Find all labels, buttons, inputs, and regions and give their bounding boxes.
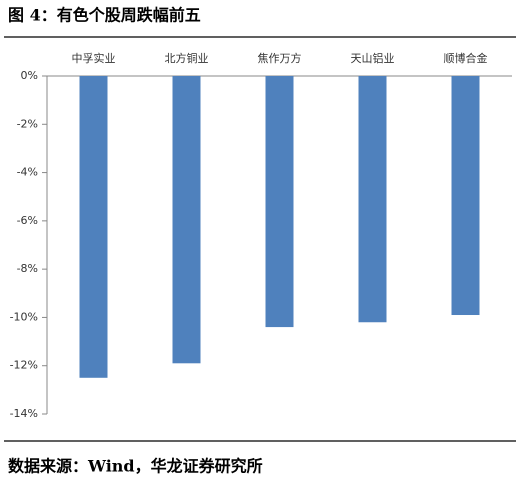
y-tick-label: -10% bbox=[10, 310, 38, 323]
y-tick-label: 0% bbox=[21, 69, 38, 82]
chart-title: 图 4：有色个股周跌幅前五 bbox=[8, 6, 201, 25]
x-tick-label: 顺博合金 bbox=[444, 51, 488, 65]
y-tick-label: -2% bbox=[17, 117, 38, 130]
y-tick-label: -4% bbox=[17, 166, 38, 179]
bar bbox=[358, 76, 387, 323]
x-tick-label: 北方铜业 bbox=[165, 51, 209, 65]
y-tick-label: -8% bbox=[17, 262, 38, 275]
x-tick-label: 焦作万方 bbox=[258, 51, 302, 65]
bar bbox=[79, 76, 108, 378]
y-tick-label: -14% bbox=[10, 407, 38, 420]
y-tick-label: -12% bbox=[10, 359, 38, 372]
x-tick-label: 中孚实业 bbox=[72, 51, 116, 65]
y-tick-label: -6% bbox=[17, 214, 38, 227]
x-tick-label: 天山铝业 bbox=[351, 51, 395, 65]
bar bbox=[451, 76, 480, 316]
source: 数据来源：Wind，华龙证券研究所 bbox=[8, 457, 263, 476]
bar bbox=[172, 76, 201, 364]
bar bbox=[265, 76, 294, 328]
